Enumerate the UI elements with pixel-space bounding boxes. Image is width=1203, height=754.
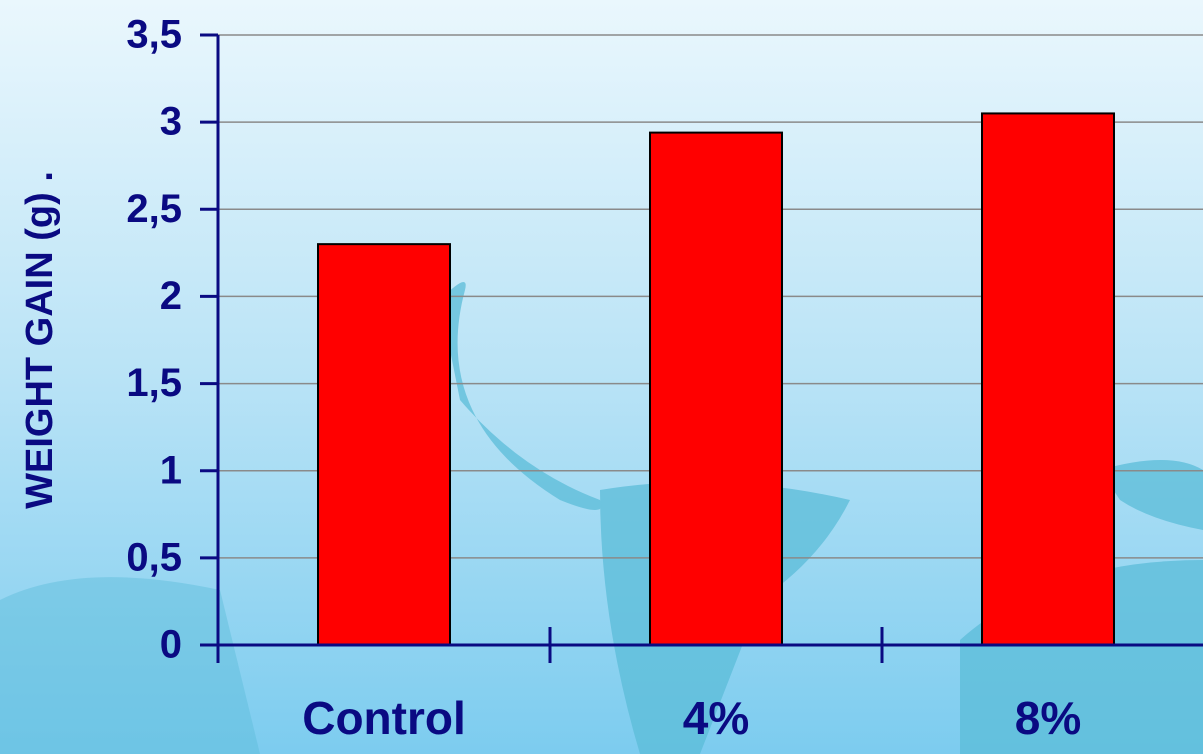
y-axis-label: WEIGHT GAIN (g) . xyxy=(19,171,61,509)
y-tick-label: 1,5 xyxy=(126,361,182,405)
x-tick-label: Control xyxy=(302,692,466,744)
x-tick-label: 8% xyxy=(1015,692,1081,744)
bar xyxy=(318,244,450,645)
y-tick-label: 1 xyxy=(160,448,182,492)
y-tick-label: 0 xyxy=(160,623,182,667)
y-tick-label: 2 xyxy=(160,274,182,318)
bar xyxy=(982,113,1114,645)
chart: WEIGHT GAIN (g) . 0 0,5 1 1,5 2 2,5 3 3,5 Contro… xyxy=(0,0,1203,754)
y-tick-label: 3,5 xyxy=(126,13,182,57)
y-tick-label: 3 xyxy=(160,100,182,144)
x-tick-label: 4% xyxy=(683,692,749,744)
bar xyxy=(650,133,782,645)
y-tick-label: 2,5 xyxy=(126,187,182,231)
y-tick-label: 0,5 xyxy=(126,535,182,579)
